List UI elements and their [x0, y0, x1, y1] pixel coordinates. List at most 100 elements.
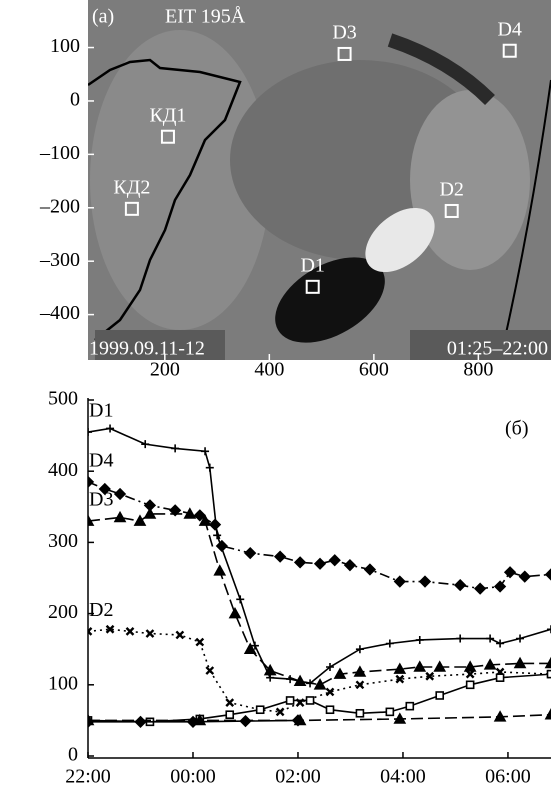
x-tick-label: 600: [359, 359, 389, 381]
x-tick-label: 00:00: [170, 766, 216, 788]
y-tick-label: 400: [48, 459, 78, 481]
y-tick-label: –300: [39, 249, 80, 271]
marker: [115, 512, 125, 521]
plot-area: [83, 424, 551, 726]
marker: [520, 572, 530, 582]
image-date: 1999.09.11-12: [89, 338, 205, 360]
x-tick-label: 06:00: [485, 766, 531, 788]
marker: [475, 584, 485, 594]
marker: [548, 671, 551, 678]
marker: [135, 717, 145, 727]
region-label: D1: [300, 254, 324, 276]
marker: [315, 680, 325, 689]
y-tick-label: –100: [39, 142, 80, 164]
marker: [356, 710, 363, 717]
series-line: [88, 514, 551, 685]
marker: [395, 577, 405, 587]
marker: [386, 640, 394, 648]
marker: [176, 631, 183, 638]
marker: [201, 447, 209, 455]
marker: [386, 708, 393, 715]
marker: [206, 667, 213, 674]
marker: [406, 703, 413, 710]
x-tick-label: 04:00: [380, 766, 426, 788]
series-line: [88, 428, 551, 683]
marker: [196, 639, 203, 646]
y-tick-label: –200: [39, 195, 80, 217]
marker: [365, 564, 375, 574]
image-time: 01:25–22:00: [447, 338, 548, 360]
x-tick-label: 02:00: [275, 766, 321, 788]
marker: [106, 424, 114, 432]
marker: [436, 692, 443, 699]
marker: [215, 566, 225, 575]
y-tick-label: 200: [48, 601, 78, 623]
series-label: D4: [89, 449, 113, 471]
marker: [226, 699, 233, 706]
marker: [326, 706, 333, 713]
marker: [230, 609, 240, 618]
region-label: D4: [497, 18, 521, 40]
marker: [126, 628, 133, 635]
marker: [115, 489, 125, 499]
y-tick-label: 500: [48, 388, 78, 410]
marker: [505, 567, 515, 577]
solar-image: [88, 0, 551, 360]
marker: [245, 548, 255, 558]
series-line: [88, 482, 551, 589]
series-line: [88, 629, 551, 712]
panel-label: (a): [92, 6, 114, 28]
x-tick-label: 22:00: [65, 766, 111, 788]
y-tick-label: 100: [48, 672, 78, 694]
marker: [84, 428, 92, 436]
y-tick-label: 0: [70, 89, 80, 111]
marker: [345, 560, 355, 570]
marker: [135, 516, 145, 525]
region-label: КД1: [149, 104, 186, 126]
series-line: [88, 715, 551, 721]
y-tick-label: –400: [39, 302, 80, 324]
marker: [83, 477, 93, 487]
marker: [455, 580, 465, 590]
marker: [467, 681, 474, 688]
marker: [307, 697, 314, 704]
panel-label: (б): [505, 418, 529, 440]
region-label: КД2: [113, 176, 150, 198]
marker: [295, 557, 305, 567]
marker: [287, 697, 294, 704]
x-tick-label: 800: [463, 359, 493, 381]
marker: [330, 555, 340, 565]
marker: [486, 635, 494, 643]
marker: [420, 577, 430, 587]
region-label: D3: [332, 22, 356, 44]
marker: [277, 708, 284, 715]
marker: [206, 464, 214, 472]
marker: [146, 630, 153, 637]
marker: [516, 635, 524, 643]
image-title: EIT 195Å: [165, 6, 246, 28]
marker: [497, 674, 504, 681]
marker: [257, 706, 264, 713]
marker: [210, 520, 220, 530]
marker: [240, 716, 250, 726]
marker: [546, 569, 551, 579]
marker: [547, 625, 551, 633]
marker: [496, 640, 504, 648]
marker: [356, 645, 364, 653]
figure: (a) EIT 195Å 1999.09.11-12 01:25–22:00 (…: [0, 0, 551, 794]
region-label: D2: [439, 179, 463, 201]
marker: [546, 710, 551, 719]
marker: [171, 444, 179, 452]
y-tick-label: 100: [50, 35, 80, 57]
marker: [495, 582, 505, 592]
marker: [416, 636, 424, 644]
series-label: D3: [89, 489, 113, 511]
marker: [275, 552, 285, 562]
marker: [236, 595, 244, 603]
series-label: D2: [89, 599, 113, 621]
marker: [217, 541, 227, 551]
y-tick-label: 300: [48, 530, 78, 552]
x-tick-label: 400: [254, 359, 284, 381]
x-tick-label: 200: [150, 359, 180, 381]
y-tick-label: 0: [68, 744, 78, 766]
